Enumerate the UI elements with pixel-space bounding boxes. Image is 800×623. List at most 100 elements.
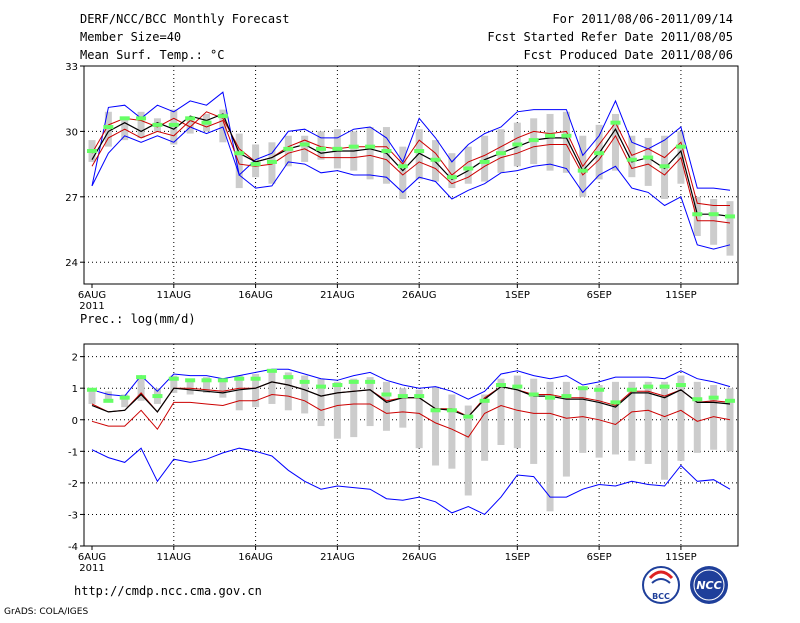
spread-box xyxy=(186,378,194,395)
spread-box xyxy=(219,109,227,143)
spread-box xyxy=(104,111,112,147)
x-tick-label: 6SEP xyxy=(587,552,612,563)
ncc-logo-text: NCC xyxy=(696,579,721,592)
spread-box xyxy=(546,113,554,171)
median-marker xyxy=(185,116,196,121)
x-tick-label: 6AUG xyxy=(78,552,106,563)
median-marker xyxy=(119,395,130,400)
year-label: 2011 xyxy=(79,301,104,312)
median-marker xyxy=(234,151,245,156)
median-marker xyxy=(414,394,425,399)
spread-box xyxy=(301,375,309,414)
median-marker xyxy=(594,387,605,392)
y-tick-label: 27 xyxy=(65,193,78,204)
median-marker xyxy=(643,155,654,160)
spread-box xyxy=(104,391,112,403)
median-marker xyxy=(643,384,654,389)
median-marker xyxy=(136,375,147,380)
spread-box xyxy=(284,372,292,411)
spread-box xyxy=(170,109,178,145)
spread-box xyxy=(661,381,669,480)
spread-box xyxy=(710,385,718,450)
spread-box xyxy=(415,129,423,180)
median-marker xyxy=(512,384,523,389)
median-marker xyxy=(692,212,703,217)
spread-box xyxy=(268,372,276,404)
fcst-produced: Fcst Produced Date 2011/08/06 xyxy=(523,48,733,62)
spread-box xyxy=(121,394,129,408)
spread-box xyxy=(350,378,358,438)
spread-box xyxy=(284,135,292,167)
median-marker xyxy=(463,414,474,419)
spread-box xyxy=(252,373,260,408)
median-marker xyxy=(201,378,212,383)
spread-box xyxy=(628,381,636,461)
median-marker xyxy=(250,162,261,167)
median-marker xyxy=(299,142,310,147)
median-marker xyxy=(708,212,719,217)
median-marker xyxy=(250,376,261,381)
median-marker xyxy=(659,164,670,169)
spread-box xyxy=(137,111,145,138)
spread-box xyxy=(235,375,243,411)
median-marker xyxy=(545,133,556,138)
spread-box xyxy=(481,394,489,461)
spread-box xyxy=(399,388,407,428)
median-marker xyxy=(545,395,556,400)
fcst-started: Fcst Started Refer Date 2011/08/05 xyxy=(487,30,733,44)
median-marker xyxy=(168,122,179,127)
spread-box xyxy=(448,394,456,469)
median-marker xyxy=(495,151,506,156)
median-marker xyxy=(266,159,277,164)
spread-box xyxy=(382,127,390,184)
variable-label: Mean Surf. Temp.: °C xyxy=(80,48,225,62)
median-marker xyxy=(610,120,621,125)
spread-box xyxy=(366,377,374,427)
spread-box xyxy=(415,389,423,449)
median-marker xyxy=(430,157,441,162)
x-tick-label: 16AUG xyxy=(238,552,273,563)
min-line xyxy=(91,126,731,250)
forecast-period: For 2011/08/06-2011/09/14 xyxy=(552,12,733,26)
source-url: http://cmdp.ncc.cma.gov.cn xyxy=(74,584,262,598)
median-marker xyxy=(332,383,343,388)
median-marker xyxy=(185,378,196,383)
spread-box xyxy=(497,129,505,173)
x-tick-label: 21AUG xyxy=(320,552,355,563)
spread-box xyxy=(137,378,145,401)
median-marker xyxy=(397,164,408,169)
spread-box xyxy=(611,113,619,171)
spread-box xyxy=(235,133,243,189)
spread-box xyxy=(693,196,701,237)
median-marker xyxy=(152,394,163,399)
x-tick-label: 1SEP xyxy=(505,290,530,301)
median-marker xyxy=(365,144,376,149)
median-marker xyxy=(397,394,408,399)
x-tick-label: 21AUG xyxy=(320,290,355,301)
x-tick-label: 11SEP xyxy=(665,552,696,563)
median-marker xyxy=(512,142,523,147)
grads-credit: GrADS: COLA/IGES xyxy=(4,607,88,617)
spread-box xyxy=(546,381,554,512)
y-tick-label: 0 xyxy=(72,416,78,427)
median-marker xyxy=(316,384,327,389)
spread-box xyxy=(677,375,685,461)
median-marker xyxy=(201,120,212,125)
mean-line xyxy=(91,113,731,217)
median-marker xyxy=(332,146,343,151)
lower-line xyxy=(91,119,731,224)
spread-box xyxy=(464,146,472,184)
x-tick-label: 6AUG xyxy=(78,290,106,301)
spread-box xyxy=(399,146,407,199)
median-marker xyxy=(299,379,310,384)
median-marker xyxy=(348,144,359,149)
x-tick-label: 1SEP xyxy=(505,552,530,563)
median-marker xyxy=(659,384,670,389)
spread-box xyxy=(317,131,325,160)
median-marker xyxy=(348,379,359,384)
plot-frame xyxy=(83,343,739,547)
precip-title: Prec.: log(mm/d) xyxy=(80,312,196,326)
median-marker xyxy=(626,387,637,392)
spread-box xyxy=(186,118,194,134)
spread-box xyxy=(628,135,636,178)
